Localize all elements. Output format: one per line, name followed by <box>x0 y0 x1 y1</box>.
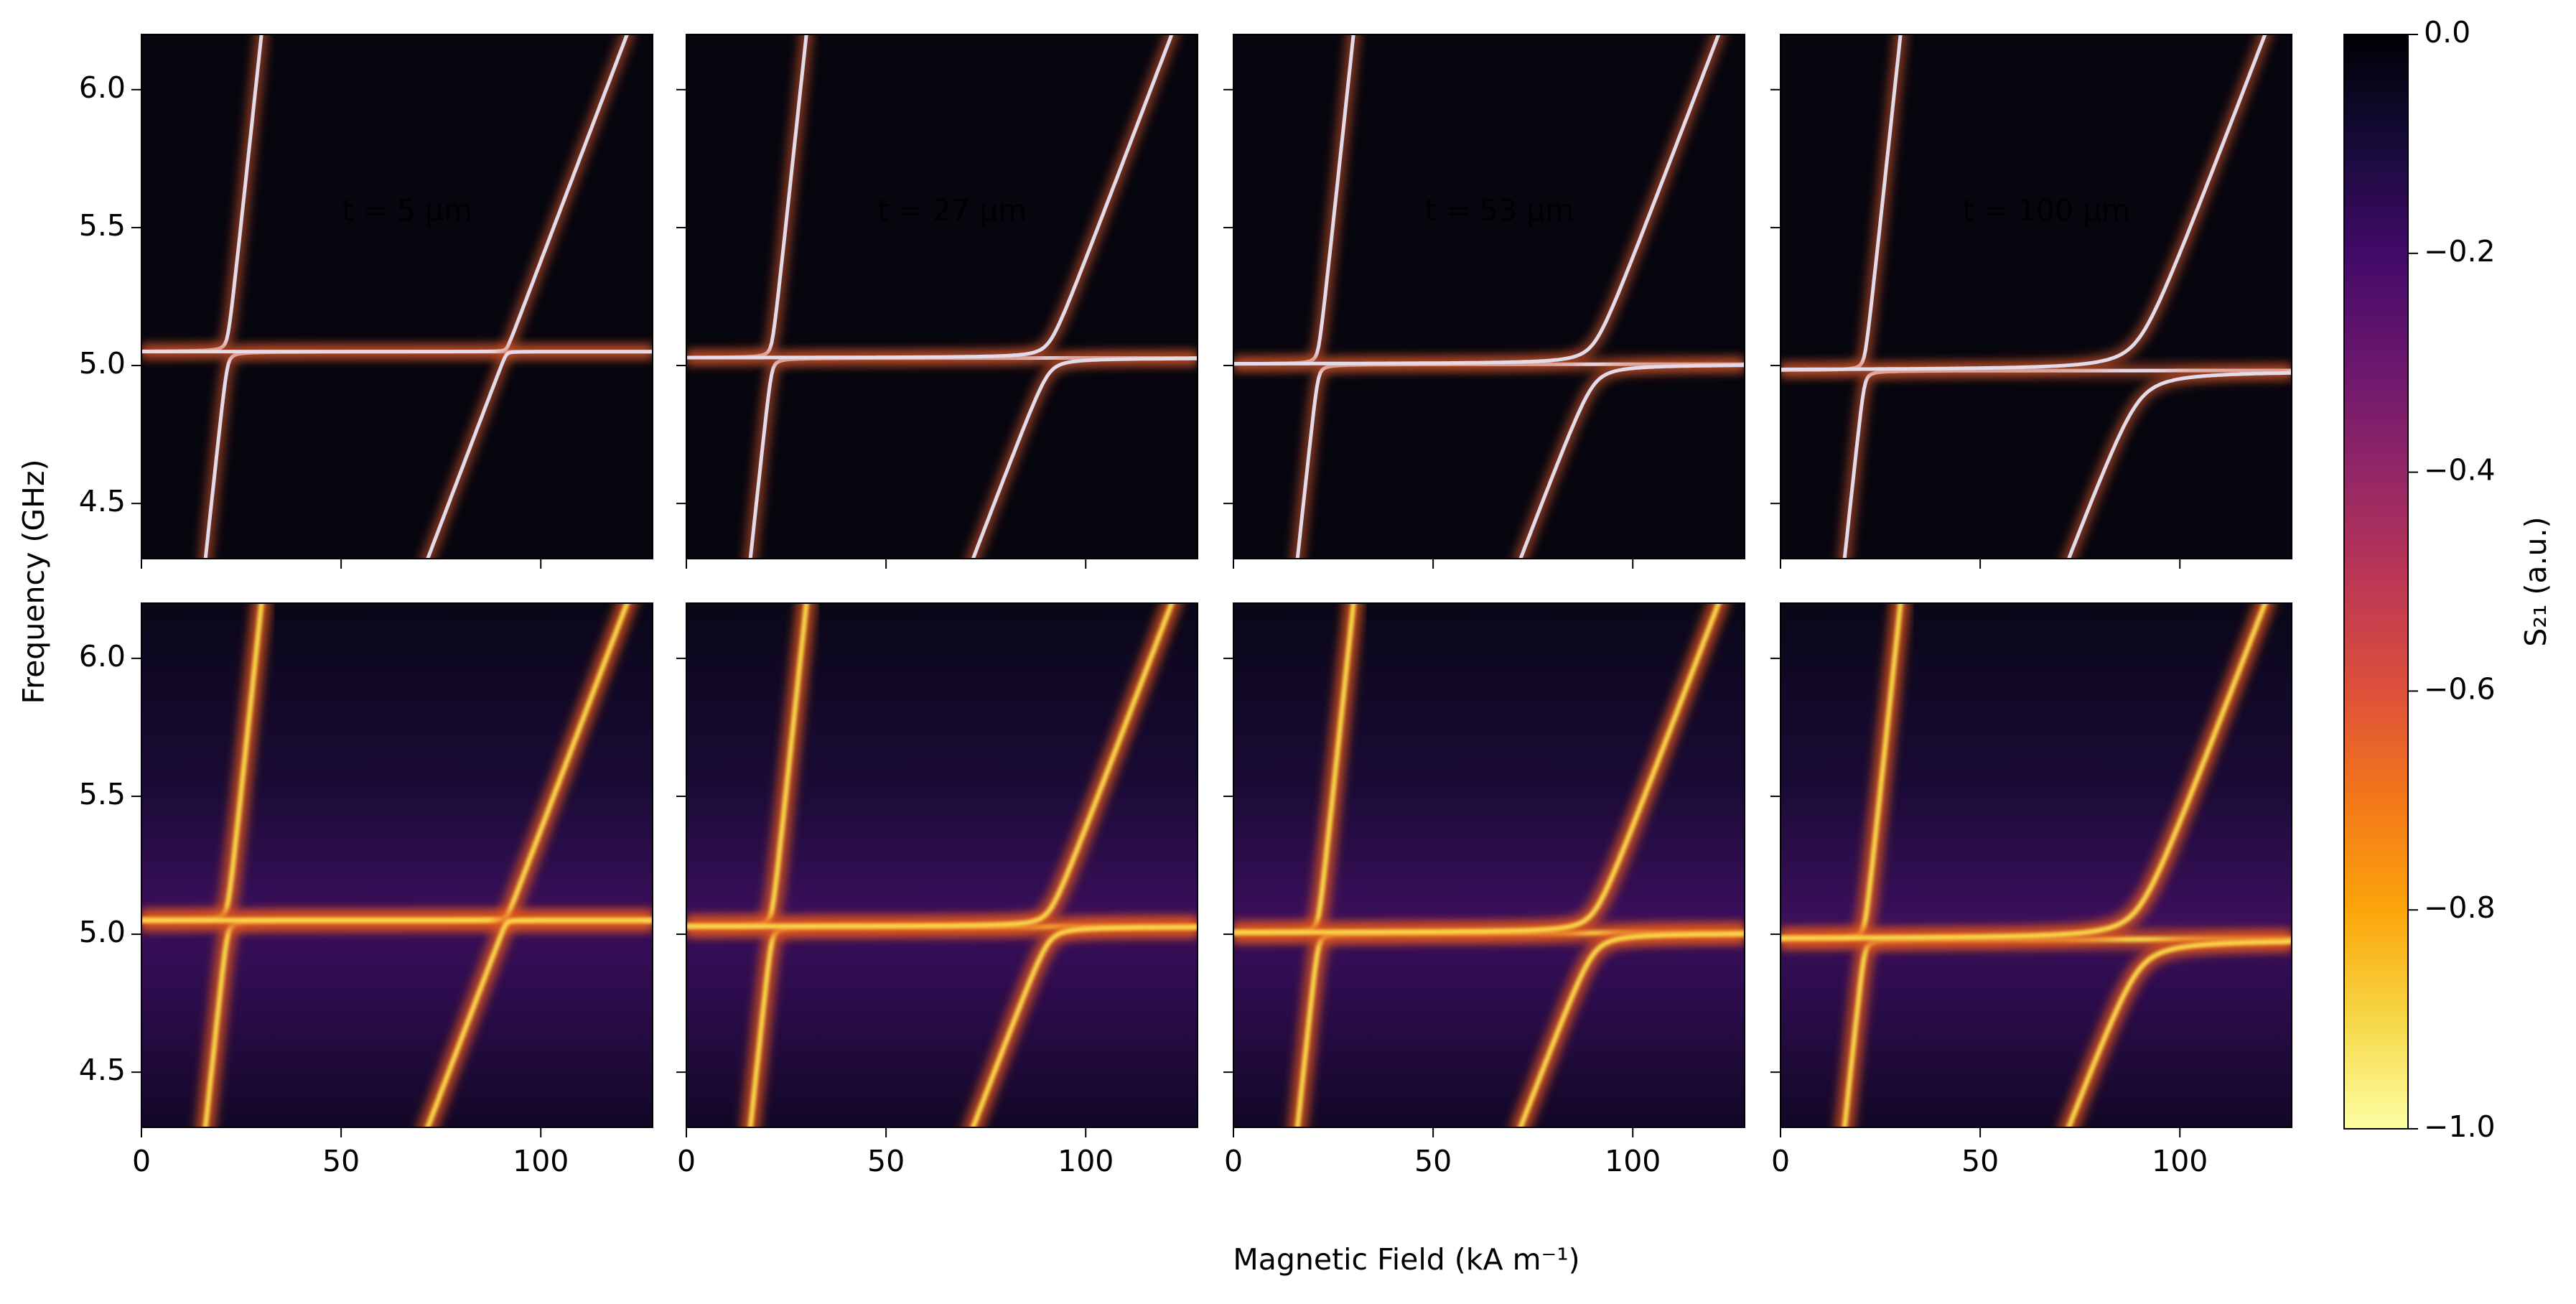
annotation: t = 100 μm <box>1962 193 2130 228</box>
mode-line <box>424 918 653 1127</box>
fit-line <box>426 350 653 559</box>
x-tick-label: 100 <box>2152 1144 2208 1178</box>
panel: 4.5 5.0 5.5 6.0 t = 5 μm <box>79 34 653 569</box>
curves <box>1781 603 2292 1127</box>
mode-line <box>1233 603 1722 935</box>
panel-frame <box>1780 602 2292 1128</box>
fit-line <box>141 34 630 354</box>
panel: 0 50 100 <box>1223 602 1745 1178</box>
y-tick-label: 6.0 <box>79 639 126 674</box>
colorbar-tick-label: −0.2 <box>2424 234 2496 269</box>
curves <box>141 34 653 559</box>
x-tick-label: 0 <box>1224 1144 1243 1178</box>
x-tick-label: 50 <box>322 1144 360 1178</box>
annotation: t = 5 μm <box>342 193 472 228</box>
y-tick-label: 5.0 <box>79 346 126 381</box>
panel: t = 53 μm <box>1223 34 1745 569</box>
panel-frame <box>1780 34 2292 559</box>
y-axis-label: Frequency (GHz) <box>17 460 51 704</box>
x-tick-label: 100 <box>1058 1144 1114 1178</box>
colorbar-tick-label: −0.8 <box>2424 890 2496 925</box>
x-tick-label: 100 <box>1605 1144 1661 1178</box>
x-tick-label: 0 <box>132 1144 151 1178</box>
colorbar <box>2343 34 2409 1130</box>
mode-line <box>1518 931 1745 1127</box>
panel: 0 50 100 <box>676 602 1198 1178</box>
y-tick-label: 4.5 <box>79 484 126 518</box>
annotation: t = 53 μm <box>1424 193 1574 228</box>
x-tick-label: 100 <box>513 1144 569 1178</box>
panel-frame <box>1233 602 1745 1128</box>
x-axis-label: Magnetic Field (kA m⁻¹) <box>1233 1242 1579 1277</box>
fit-line <box>1233 34 1721 365</box>
panel: 0 50 100 <box>1770 602 2292 1178</box>
panel: 0 50 100 4.5 5.0 5.5 6.0 <box>79 602 653 1178</box>
mode-line <box>686 603 1175 929</box>
curves <box>686 603 1198 1127</box>
y-tick-label: 6.0 <box>79 70 126 105</box>
mode-line <box>141 603 630 923</box>
y-tick-label: 5.5 <box>79 208 126 243</box>
curves <box>1233 34 1745 559</box>
x-tick-label: 50 <box>1961 1144 1999 1178</box>
x-tick-label: 0 <box>677 1144 696 1178</box>
fit-line <box>1781 34 2267 371</box>
fit-line <box>971 356 1198 559</box>
curves <box>686 34 1198 559</box>
fit-line <box>1518 363 1745 559</box>
mode-line <box>1781 603 2268 941</box>
curves <box>1781 34 2292 559</box>
colorbar-label: S₂₁ (a.u.) <box>2519 516 2553 646</box>
colorbar-tick-label: −1.0 <box>2424 1109 2496 1144</box>
mode-line <box>2066 939 2292 1127</box>
y-tick-label: 5.5 <box>79 777 126 811</box>
x-tick-label: 50 <box>1414 1144 1452 1178</box>
y-tick-label: 4.5 <box>79 1053 126 1087</box>
curves <box>141 603 653 1127</box>
fit-line <box>2066 371 2292 559</box>
panel-frame <box>686 602 1198 1128</box>
x-tick-label: 0 <box>1771 1144 1790 1178</box>
panel: t = 100 μm <box>1770 34 2292 569</box>
mode-line <box>970 924 1198 1127</box>
colorbar-tick-label: −0.4 <box>2424 453 2496 488</box>
panel: t = 27 μm <box>676 34 1198 569</box>
curves <box>1233 603 1745 1127</box>
colorbar-tick-label: −0.6 <box>2424 671 2496 706</box>
fit-line <box>686 34 1174 360</box>
y-tick-label: 5.0 <box>79 915 126 949</box>
panel-frame <box>141 602 653 1128</box>
annotation: t = 27 μm <box>877 193 1027 228</box>
colorbar-tick-label: 0.0 <box>2424 15 2470 50</box>
x-tick-label: 50 <box>867 1144 905 1178</box>
panel-frame <box>686 34 1198 559</box>
panel-frame <box>141 34 653 559</box>
panel-frame <box>1233 34 1745 559</box>
